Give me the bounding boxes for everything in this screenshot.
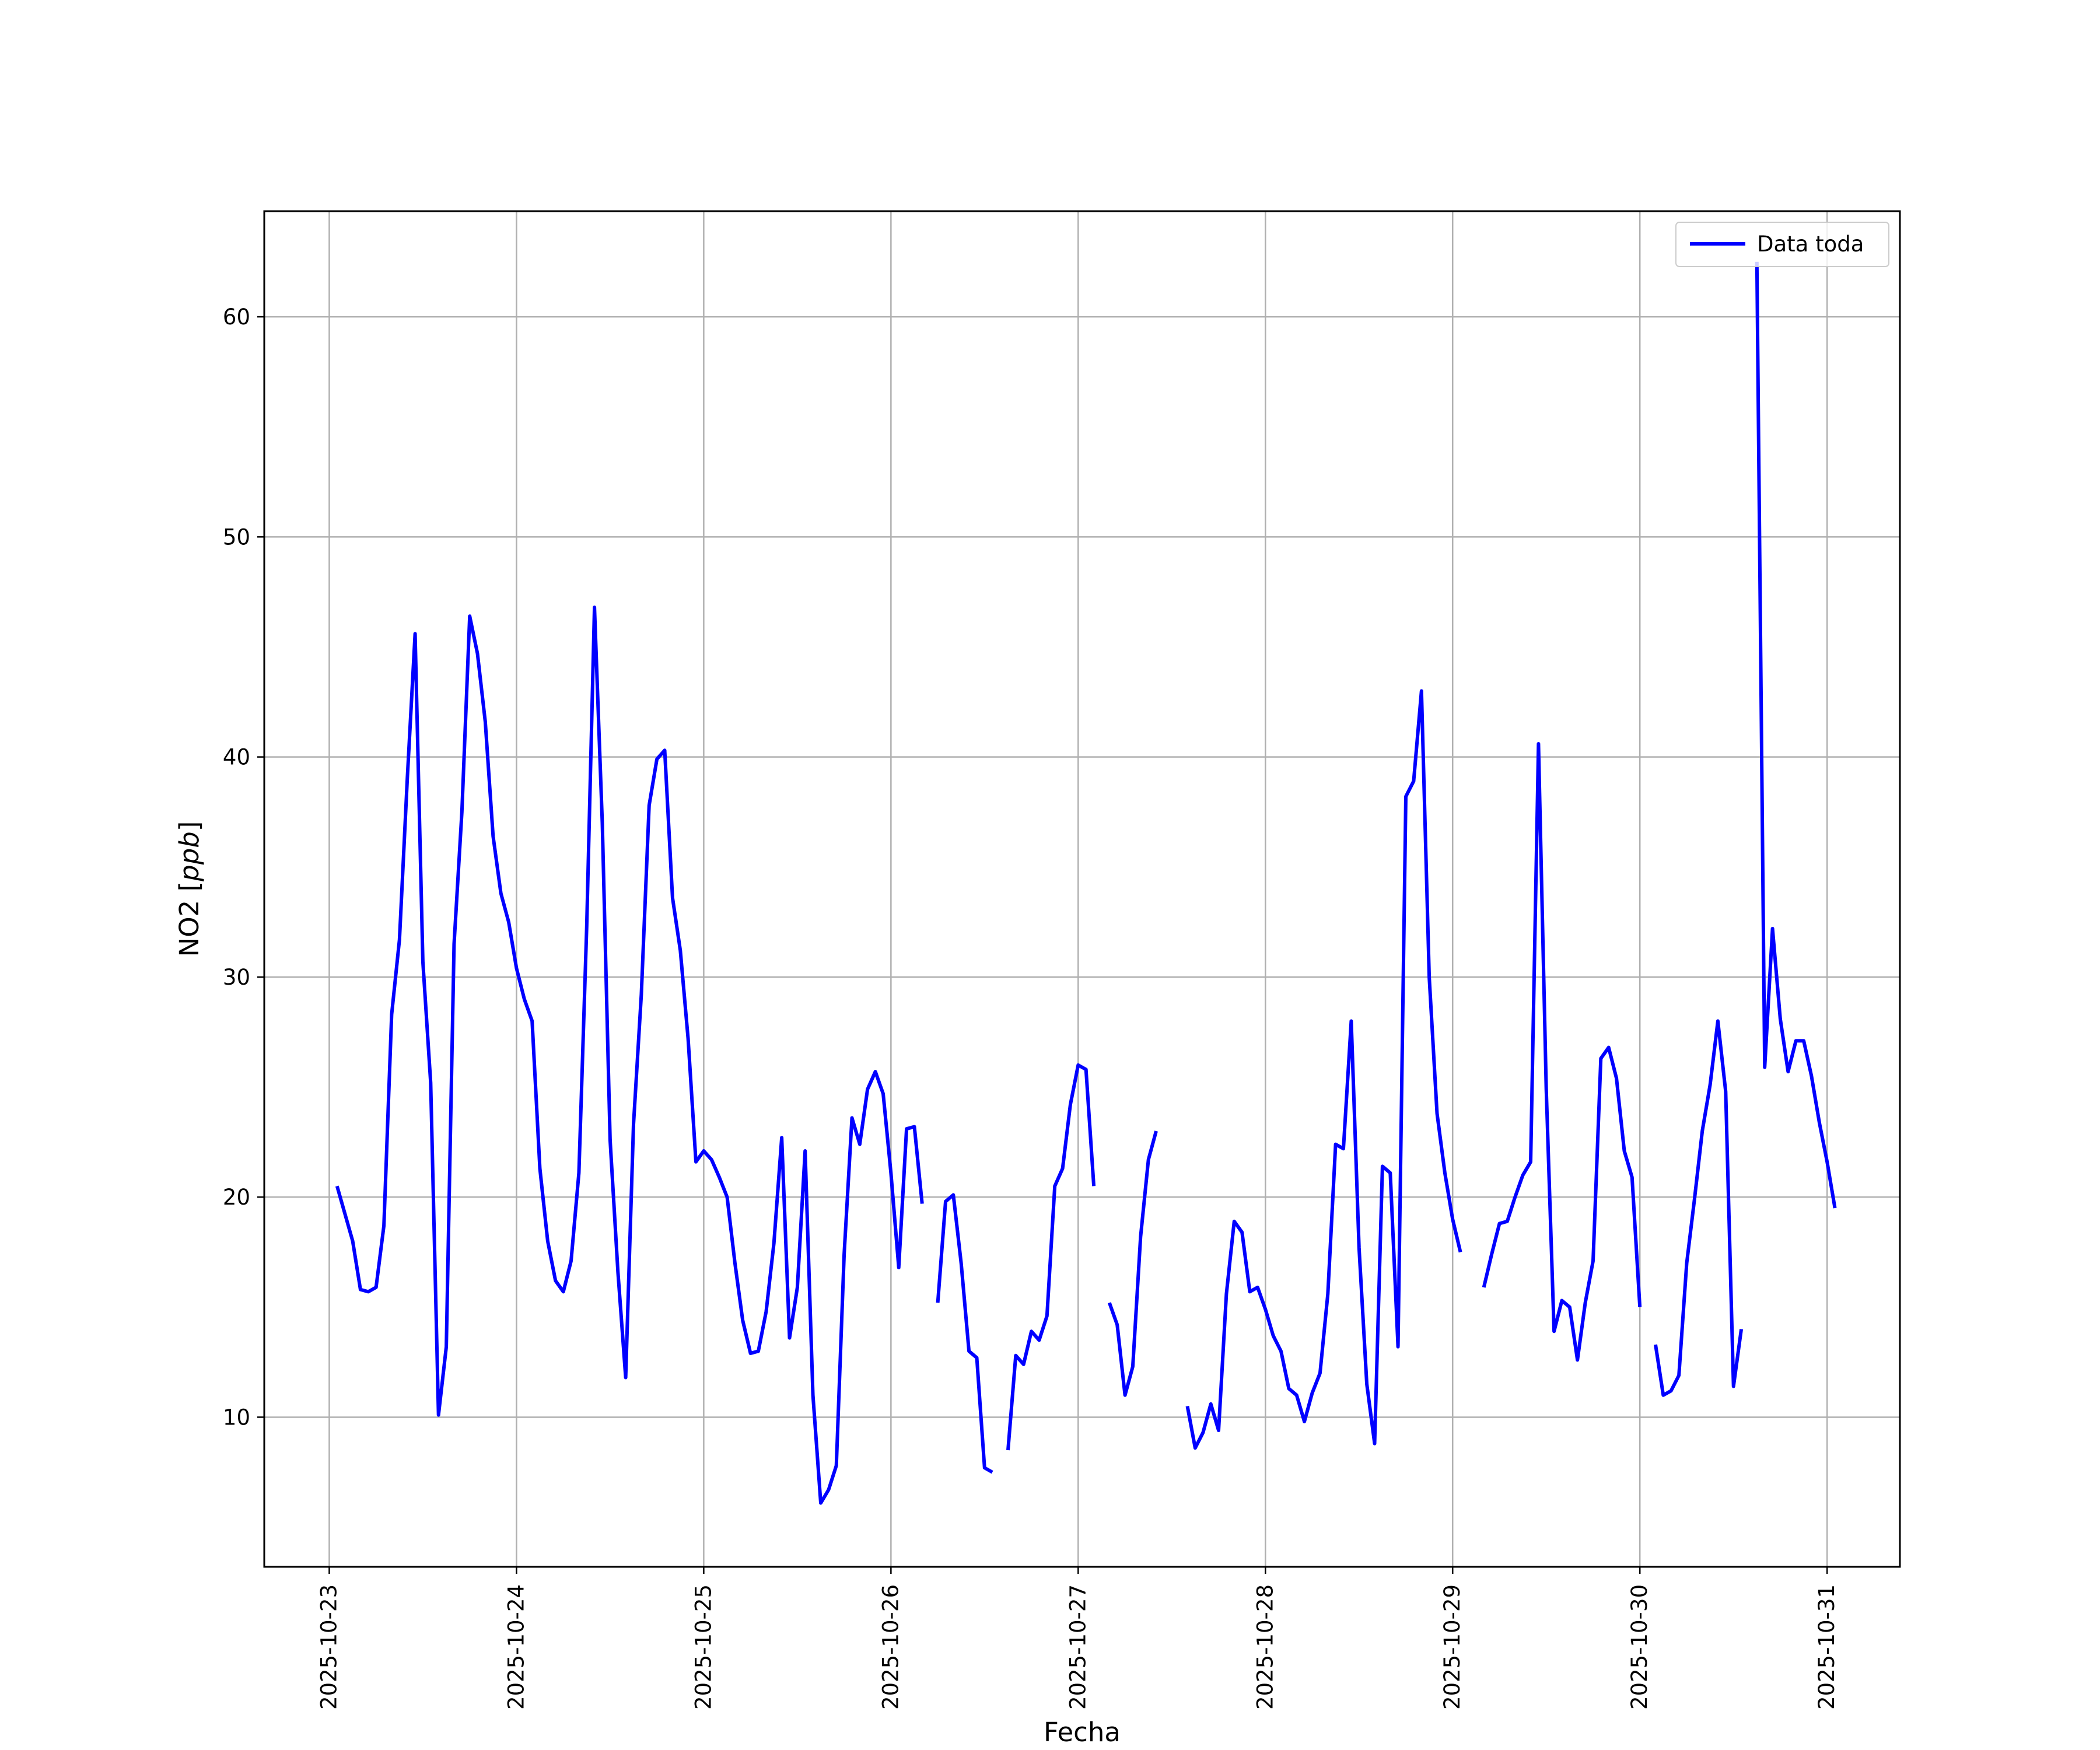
series-line — [335, 261, 1837, 1505]
y-tick-label: 40 — [223, 745, 250, 770]
y-tick-label: 30 — [223, 965, 250, 990]
y-axis: 10 20 30 40 50 60 — [223, 304, 264, 1430]
legend: Data toda — [1675, 222, 1889, 267]
x-tick-label: 2025-10-26 — [878, 1584, 903, 1710]
x-tick-label: 2025-10-30 — [1627, 1584, 1652, 1710]
y-axis-label-suffix: ] — [174, 821, 205, 832]
y-tick-label: 50 — [223, 524, 250, 550]
y-axis-label-prefix: NO2 [ — [174, 881, 205, 957]
grid-lines — [264, 211, 1900, 1567]
y-tick-label: 60 — [223, 304, 250, 330]
x-tick-label: 2025-10-29 — [1440, 1584, 1465, 1710]
y-axis-label: NO2 [ppb] — [174, 821, 205, 957]
legend-entry: Data toda — [1757, 232, 1864, 257]
legend-box — [1675, 222, 1889, 267]
series-layer — [335, 261, 1837, 1505]
x-axis-label: Fecha — [1044, 1717, 1121, 1748]
x-tick-label: 2025-10-28 — [1252, 1584, 1278, 1710]
x-tick-label: 2025-10-24 — [503, 1584, 528, 1710]
x-tick-label: 2025-10-27 — [1065, 1584, 1090, 1710]
y-tick-label: 20 — [223, 1185, 250, 1210]
x-axis: 2025-10-23 2025-10-24 2025-10-25 2025-10-26… — [316, 1567, 1839, 1710]
y-axis-label-unit: ppb — [174, 831, 205, 882]
x-tick-label: 2025-10-23 — [316, 1584, 341, 1710]
x-tick-label: 2025-10-31 — [1814, 1584, 1839, 1710]
plot-frame — [263, 210, 1901, 1568]
x-tick-label: 2025-10-25 — [691, 1584, 716, 1710]
y-tick-label: 10 — [223, 1405, 250, 1430]
